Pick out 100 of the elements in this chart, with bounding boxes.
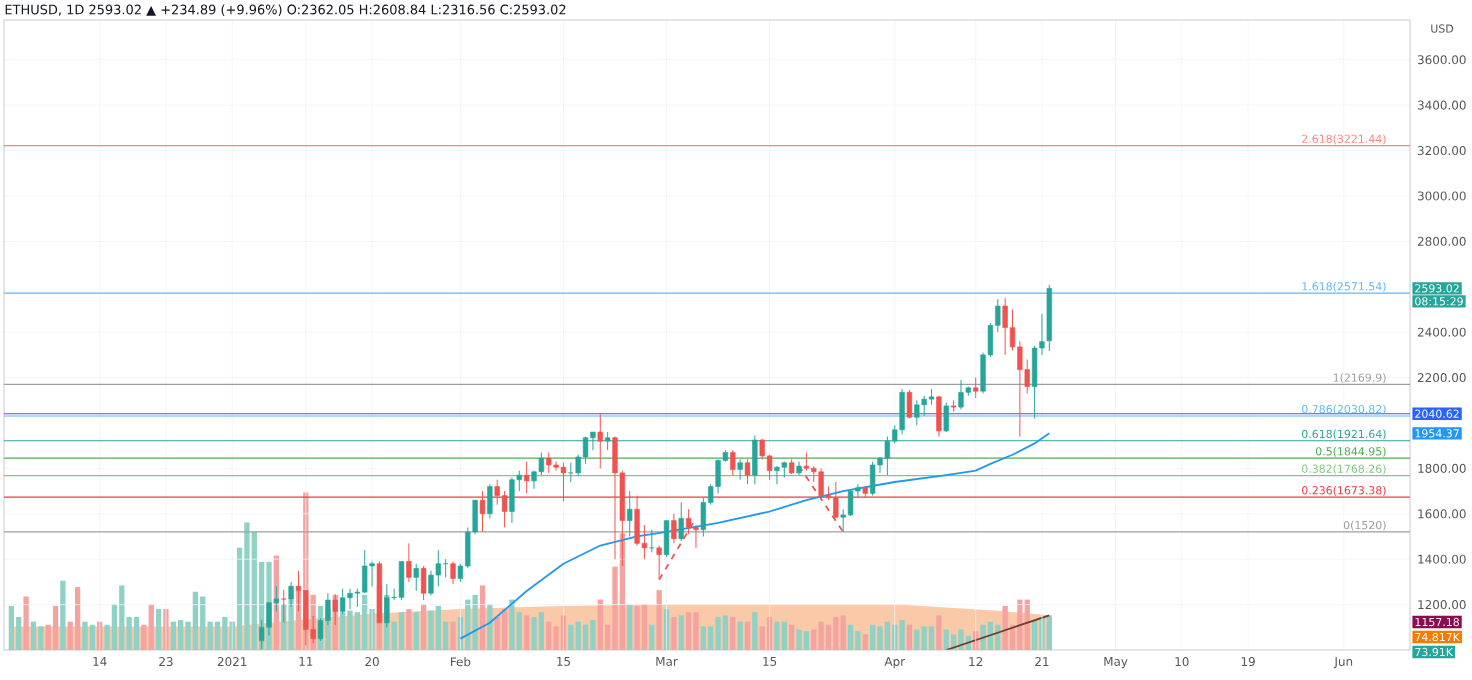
bar	[1046, 615, 1052, 650]
bar	[200, 596, 206, 650]
bar	[715, 616, 721, 650]
bar	[568, 624, 574, 650]
candlestick	[568, 462, 574, 483]
bar	[8, 605, 15, 650]
bar	[906, 624, 913, 650]
candlestick	[420, 565, 427, 601]
candlestick	[362, 549, 368, 594]
bar	[23, 596, 29, 650]
candlestick	[524, 461, 530, 494]
candlestick	[347, 588, 353, 610]
candlestick	[612, 436, 618, 560]
bar	[649, 624, 655, 650]
candlestick	[737, 458, 743, 481]
bar	[722, 615, 729, 650]
candlestick	[1002, 297, 1008, 356]
bar	[244, 522, 250, 650]
bar	[222, 616, 228, 650]
candlestick	[479, 490, 486, 533]
bar	[575, 621, 581, 650]
candlestick	[627, 490, 633, 537]
candlestick	[546, 451, 552, 474]
candlestick	[597, 413, 603, 469]
candlestick	[678, 501, 684, 542]
bar	[450, 621, 456, 650]
candlestick	[943, 402, 949, 433]
bar	[89, 624, 95, 650]
bar	[30, 621, 37, 650]
bar	[899, 620, 905, 650]
bar	[700, 626, 706, 650]
candlestick	[869, 461, 876, 497]
bar	[1017, 599, 1023, 650]
bar	[546, 621, 552, 650]
candlestick	[494, 479, 500, 506]
bar	[435, 605, 441, 650]
candlestick	[413, 563, 419, 592]
bar	[428, 610, 434, 650]
bar	[406, 609, 412, 650]
bar	[656, 590, 662, 650]
bar	[82, 621, 88, 650]
bar	[494, 616, 500, 650]
bar	[590, 620, 596, 650]
bar	[796, 629, 802, 650]
candlestick	[509, 476, 515, 524]
bar	[531, 616, 537, 650]
bar	[825, 624, 832, 650]
candlestick	[450, 560, 456, 585]
candlestick	[921, 395, 927, 417]
bar	[472, 594, 478, 650]
bar	[833, 616, 839, 650]
bar	[74, 587, 81, 650]
bar	[869, 624, 876, 650]
candlestick	[774, 465, 780, 485]
bar	[627, 604, 633, 650]
bar	[958, 629, 964, 650]
bar	[789, 624, 795, 650]
bar	[214, 621, 221, 650]
bar	[730, 616, 736, 650]
candlestick	[634, 495, 640, 547]
bar	[634, 605, 640, 650]
candlestick	[501, 490, 508, 528]
bar	[178, 620, 184, 650]
candlestick	[899, 388, 905, 435]
candlestick	[730, 449, 736, 476]
bar	[685, 612, 692, 650]
bar	[678, 615, 684, 650]
bar	[877, 626, 883, 650]
bar	[980, 624, 986, 650]
bar	[509, 599, 515, 650]
candlestick	[560, 462, 567, 502]
bar	[737, 621, 743, 650]
candlestick	[538, 451, 545, 476]
bar	[192, 591, 199, 650]
candlestick	[487, 483, 493, 519]
candlestick	[906, 389, 913, 419]
bar	[774, 621, 780, 650]
bar	[818, 621, 824, 650]
bar	[641, 604, 648, 650]
bar	[921, 626, 927, 650]
candlestick	[833, 481, 839, 519]
bar	[413, 612, 419, 650]
bar	[884, 621, 891, 650]
bar	[347, 610, 353, 650]
bar	[538, 612, 545, 650]
bar	[744, 621, 751, 650]
bar	[847, 624, 854, 650]
candlestick	[428, 570, 434, 597]
bar	[148, 604, 154, 650]
bar	[524, 615, 530, 650]
bar	[170, 621, 176, 650]
bar	[840, 615, 846, 650]
bar	[781, 621, 787, 650]
bar	[597, 599, 603, 650]
bar	[487, 604, 493, 650]
candlestick	[663, 520, 670, 558]
candlestick	[936, 395, 942, 438]
candlestick	[914, 399, 920, 426]
candlestick	[369, 560, 375, 587]
candlestick	[671, 513, 677, 544]
